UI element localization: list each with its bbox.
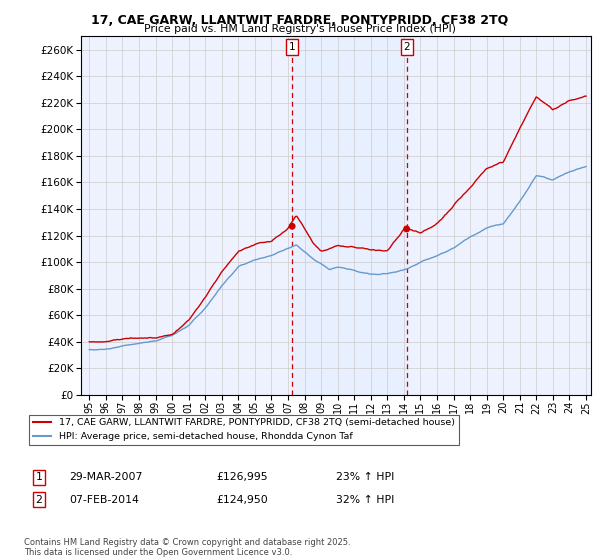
Text: 07-FEB-2014: 07-FEB-2014 [69,494,139,505]
Text: Contains HM Land Registry data © Crown copyright and database right 2025.
This d: Contains HM Land Registry data © Crown c… [24,538,350,557]
Text: £124,950: £124,950 [216,494,268,505]
Text: 29-MAR-2007: 29-MAR-2007 [69,472,142,482]
Text: 17, CAE GARW, LLANTWIT FARDRE, PONTYPRIDD, CF38 2TQ: 17, CAE GARW, LLANTWIT FARDRE, PONTYPRID… [91,14,509,27]
Legend: 17, CAE GARW, LLANTWIT FARDRE, PONTYPRIDD, CF38 2TQ (semi-detached house), HPI: : 17, CAE GARW, LLANTWIT FARDRE, PONTYPRID… [29,414,459,445]
Text: 2: 2 [35,494,43,505]
Bar [292,36,407,395]
Text: Price paid vs. HM Land Registry's House Price Index (HPI): Price paid vs. HM Land Registry's House … [144,24,456,34]
Text: 2: 2 [403,42,410,52]
Point [402,225,412,234]
Text: 1: 1 [289,42,295,52]
Text: £126,995: £126,995 [216,472,268,482]
Text: 23% ↑ HPI: 23% ↑ HPI [336,472,394,482]
Text: 32% ↑ HPI: 32% ↑ HPI [336,494,394,505]
Point [287,222,297,231]
Text: 1: 1 [35,472,43,482]
